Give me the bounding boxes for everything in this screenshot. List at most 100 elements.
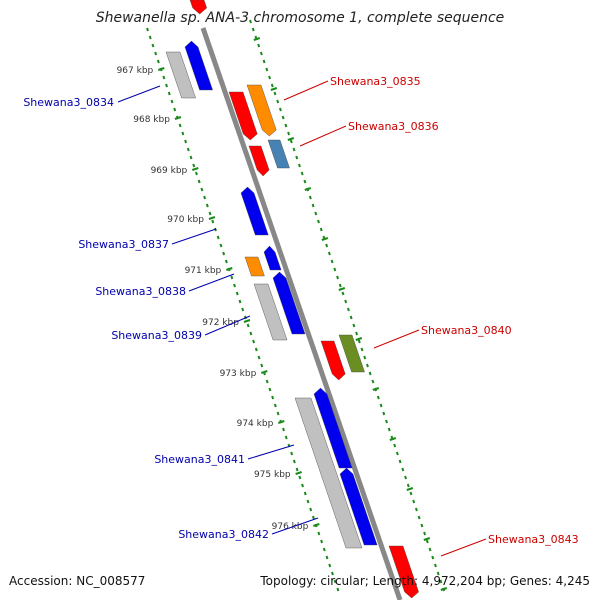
gene-block-0838	[263, 245, 282, 271]
tick-dot	[278, 107, 282, 112]
tick-dot	[423, 531, 427, 536]
kbp-tick	[225, 267, 233, 271]
tick-dot	[409, 491, 413, 496]
tick-dot	[341, 291, 345, 296]
tick-dot	[322, 547, 326, 552]
tick-dot	[306, 499, 310, 504]
kbp-tick	[191, 167, 199, 171]
tick-dot	[170, 99, 174, 104]
tick-dot	[252, 339, 256, 344]
tick-dot	[197, 179, 201, 184]
tick-dot	[398, 459, 402, 464]
tick-dot	[393, 443, 397, 448]
kbp-tick	[313, 523, 320, 527]
tick-dot	[331, 571, 334, 576]
tick-dot	[308, 195, 312, 200]
topology-text: Topology: circular; Length: 4,972,204 bp…	[260, 574, 590, 588]
gene-label: Shewana3_0840	[421, 324, 512, 337]
tick-dot	[238, 299, 242, 304]
tick-dot	[412, 499, 416, 504]
tick-dot	[366, 363, 369, 368]
tick-dot	[420, 523, 424, 528]
tick-dot	[379, 403, 383, 408]
gene-label-leader	[271, 517, 319, 535]
major-tick	[304, 187, 312, 191]
backbone-line	[200, 27, 403, 600]
tick-dot	[357, 339, 361, 344]
major-tick	[321, 237, 329, 241]
tick-dot	[268, 75, 271, 80]
kbp-tick	[208, 216, 216, 220]
tick-dot	[344, 299, 348, 304]
tick-dot	[184, 139, 188, 144]
tick-dot	[292, 147, 296, 152]
kbp-tick	[295, 471, 302, 475]
tick-dot	[325, 243, 329, 248]
tick-dot	[249, 19, 252, 24]
gene-block-0836-red	[248, 145, 270, 177]
gene-block-0840	[338, 334, 365, 373]
tick-dot	[328, 563, 332, 568]
tick-dot	[439, 579, 443, 584]
tick-dot	[205, 203, 209, 208]
accession-text: Accession: NC_008577	[9, 574, 146, 588]
gene-label-leader	[283, 80, 329, 101]
tick-dot	[249, 331, 253, 336]
tick-dot	[273, 403, 277, 408]
tick-dot	[162, 75, 166, 80]
kbp-label: 967 kbp	[117, 66, 154, 76]
tick-dot	[311, 203, 315, 208]
tick-dot	[428, 547, 432, 552]
tick-dot	[311, 515, 315, 520]
tick-dot	[346, 307, 350, 312]
tick-dot	[259, 51, 263, 56]
tick-dot	[404, 475, 407, 480]
kbp-label: 973 kbp	[220, 369, 257, 379]
tick-dot	[320, 539, 324, 544]
tick-dot	[317, 531, 321, 536]
tick-dot	[338, 283, 342, 288]
tick-dot	[265, 379, 269, 384]
tick-track-forward	[249, 19, 448, 592]
tick-dot	[154, 51, 158, 56]
tick-dot	[292, 459, 296, 464]
tick-dot	[189, 155, 193, 160]
gene-block-0834	[184, 40, 213, 91]
tick-dot	[246, 323, 250, 328]
tick-dot	[216, 235, 220, 240]
tick-dot	[224, 259, 228, 264]
tick-dot	[303, 491, 307, 496]
major-tick	[406, 487, 414, 491]
major-tick	[440, 587, 448, 591]
tick-dot	[406, 483, 410, 488]
tick-dot	[167, 91, 171, 96]
tick-dot	[254, 347, 258, 352]
tick-track-reverse	[146, 27, 340, 592]
tick-dot	[371, 379, 375, 384]
tick-dot	[330, 259, 334, 264]
tick-dot	[276, 99, 280, 104]
tick-dot	[368, 371, 372, 376]
tick-dot	[148, 35, 152, 40]
tick-dot	[414, 507, 418, 512]
tick-dot	[336, 587, 340, 592]
tick-dot	[387, 427, 391, 432]
tick-dot	[276, 411, 280, 416]
gene-label: Shewana3_0836	[348, 120, 439, 133]
gene-label: Shewana3_0834	[23, 96, 114, 109]
tick-dot	[382, 411, 386, 416]
gene-block-0841	[313, 387, 353, 469]
gene-block-0835-red	[228, 91, 258, 141]
map-title: Shewanella sp. ANA-3 chromosome 1, compl…	[95, 10, 505, 26]
tick-dot	[146, 27, 149, 32]
tick-dot	[417, 515, 421, 520]
gene-label: Shewana3_0837	[78, 238, 169, 251]
tick-dot	[257, 355, 261, 360]
gene-block-0837	[240, 186, 269, 236]
kbp-label: 972 kbp	[202, 318, 239, 328]
tick-dot	[156, 59, 160, 64]
kbp-label: 974 kbp	[237, 419, 274, 429]
tick-dot	[287, 131, 291, 136]
gene-block-0839	[272, 271, 306, 335]
tick-dot	[165, 83, 168, 88]
